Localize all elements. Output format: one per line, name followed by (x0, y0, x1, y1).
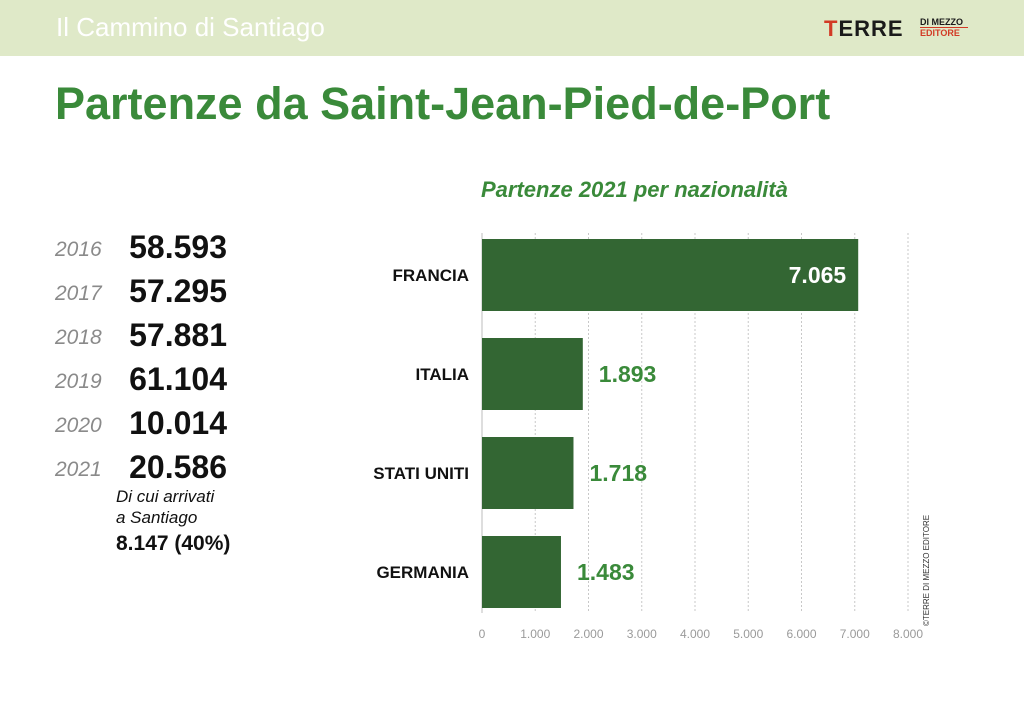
data-label: 1.893 (599, 361, 657, 387)
bar-francia (482, 239, 859, 311)
category-label: FRANCIA (393, 266, 470, 285)
note-line-1: Di cui arrivati (116, 487, 215, 506)
data-label: 7.065 (789, 262, 847, 288)
year-value: 57.881 (129, 317, 227, 353)
arrivals-note: Di cui arrivati a Santiago 8.147 (40%) (116, 486, 230, 556)
year-label: 2018 (55, 326, 102, 349)
x-tick-label: 1.000 (520, 627, 550, 641)
year-value: 20.586 (129, 449, 227, 485)
logo-subtitle-top: DI MEZZO (920, 17, 963, 27)
year-label: 2019 (55, 370, 102, 393)
x-tick-label: 5.000 (733, 627, 763, 641)
data-label: 1.483 (577, 559, 635, 585)
year-row-2016: 2016 58.593 (55, 226, 285, 266)
header-title: Il Cammino di Santiago (56, 12, 325, 42)
chart-title: Partenze 2021 per nazionalità (481, 177, 788, 202)
x-tick-label: 6.000 (786, 627, 816, 641)
year-label: 2017 (55, 282, 102, 305)
x-tick-label: 2.000 (573, 627, 603, 641)
year-value: 10.014 (129, 405, 227, 441)
note-value: 8.147 (40%) (116, 532, 231, 555)
logo-wordmark: TERRE (824, 16, 904, 42)
x-tick-label: 4.000 (680, 627, 710, 641)
year-label: 2016 (55, 238, 102, 261)
category-label: ITALIA (415, 365, 469, 384)
category-label: STATI UNITI (373, 464, 469, 483)
x-tick-label: 7.000 (840, 627, 870, 641)
year-row-2020: 2020 10.014 (55, 402, 285, 442)
logo-subtitle-bottom: EDITORE (920, 28, 960, 38)
logo-wordmark-rest: ERRE (838, 16, 904, 41)
x-tick-label: 0 (479, 627, 486, 641)
category-label: GERMANIA (376, 563, 469, 582)
note-line-2: a Santiago (116, 508, 198, 527)
nationality-bar-chart: 0 1.000 2.000 3.000 4.000 5.000 6.000 7.000 8.00… (373, 233, 923, 641)
year-row-2019: 2019 61.104 (55, 358, 285, 398)
x-tick-label: 3.000 (627, 627, 657, 641)
data-label: 1.718 (589, 460, 647, 486)
year-value: 61.104 (129, 361, 227, 397)
logo-divider (920, 27, 968, 28)
bar-stati-uniti (482, 437, 574, 509)
bar-italia (482, 338, 583, 410)
copyright-credit: ©TERRE DI MEZZO EDITORE (922, 514, 931, 626)
header-bar: Il Cammino di Santiago TERRE DI MEZZO ED… (0, 0, 1024, 56)
year-value: 57.295 (129, 273, 227, 309)
year-label: 2021 (55, 458, 102, 481)
year-value: 58.593 (129, 229, 227, 265)
bar-germania (482, 536, 561, 608)
publisher-logo: TERRE DI MEZZO EDITORE (824, 16, 974, 44)
x-tick-label: 8.000 (893, 627, 923, 641)
logo-wordmark-first: T (824, 16, 839, 41)
year-row-2018: 2018 57.881 (55, 314, 285, 354)
year-row-2021: 2021 20.586 (55, 446, 285, 486)
year-row-2017: 2017 57.295 (55, 270, 285, 310)
page-title: Partenze da Saint-Jean-Pied-de-Port (55, 78, 831, 129)
year-label: 2020 (55, 414, 102, 437)
